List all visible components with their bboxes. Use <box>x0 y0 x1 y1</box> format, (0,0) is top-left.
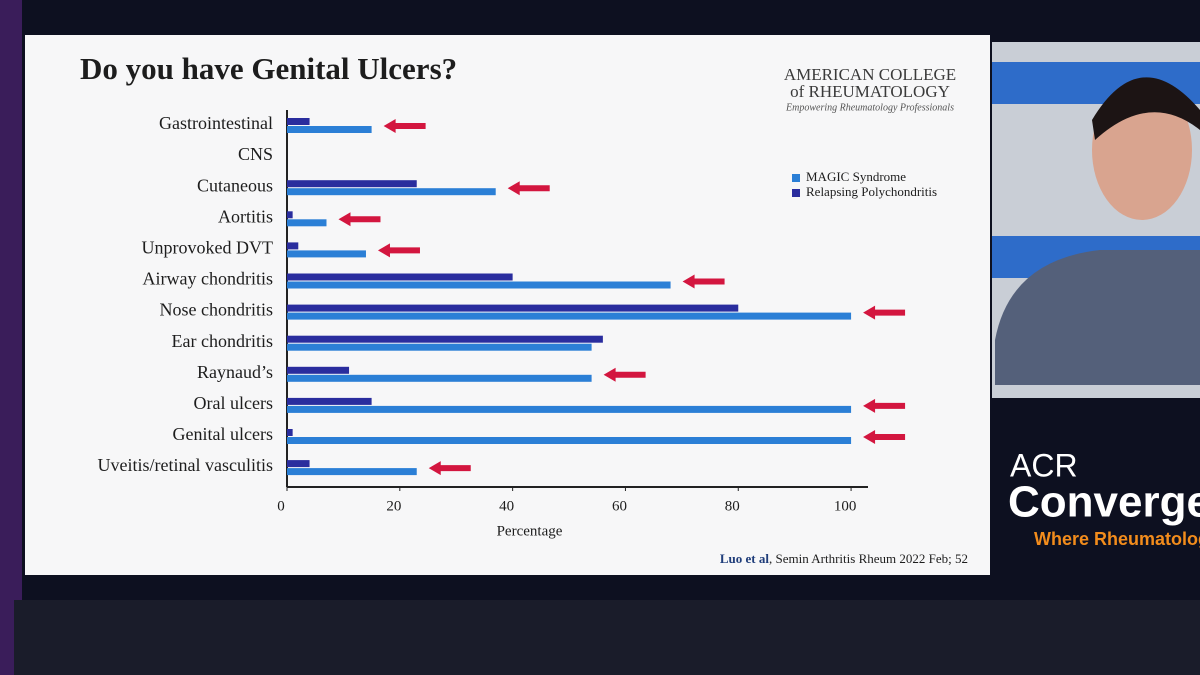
bar <box>287 118 310 125</box>
legend-label: Relapsing Polychondritis <box>806 184 937 199</box>
bar <box>287 250 366 258</box>
highlight-arrow <box>682 274 725 289</box>
y-tick-label: Nose chondritis <box>160 300 273 320</box>
event-logo-name: Convergen <box>1008 478 1200 527</box>
bar <box>287 343 592 351</box>
logo-tagline: Empowering Rheumatology Professionals <box>785 102 954 113</box>
x-axis-label: Percentage <box>497 523 563 539</box>
bar <box>287 180 417 188</box>
event-logo-acr: ACR <box>1010 447 1078 483</box>
legend-label: MAGIC Syndrome <box>806 169 906 184</box>
y-tick-label: Cutaneous <box>197 175 273 195</box>
logo-line: AMERICAN COLLEGE <box>784 65 956 84</box>
screen-frame <box>14 600 1200 675</box>
citation-source: , Semin Arthritis Rheum 2022 Feb; 52 <box>769 551 968 566</box>
y-tick-label: Gastrointestinal <box>159 113 273 133</box>
citation-authors: Luo et al <box>720 551 770 566</box>
y-tick-label: Raynaud’s <box>197 362 273 382</box>
event-logo-tagline: Where Rheumatology <box>1034 529 1200 549</box>
stage-lights <box>0 0 22 675</box>
bar <box>287 273 513 281</box>
highlight-arrow <box>507 181 550 196</box>
bar <box>287 468 417 476</box>
x-tick-label: 60 <box>612 498 627 514</box>
y-tick-label: Genital ulcers <box>173 424 273 444</box>
bar <box>287 405 852 413</box>
bar <box>287 304 739 312</box>
highlight-arrow <box>863 430 906 444</box>
bar <box>287 242 299 250</box>
bar <box>287 366 350 374</box>
x-tick-label: 20 <box>386 498 401 514</box>
highlight-arrow <box>377 243 420 258</box>
chart-title: Do you have Genital Ulcers? <box>80 51 457 86</box>
highlight-arrow <box>428 461 471 476</box>
y-tick-label: Airway chondritis <box>143 269 273 289</box>
bar <box>287 374 592 382</box>
x-tick-label: 80 <box>725 498 740 514</box>
bar <box>287 312 852 320</box>
logo-line: of RHEUMATOLOGY <box>790 82 950 101</box>
highlight-arrow <box>863 398 906 413</box>
bar <box>287 188 496 196</box>
x-tick-label: 0 <box>277 498 285 514</box>
y-tick-label: CNS <box>238 144 273 164</box>
y-tick-label: Ear chondritis <box>172 331 273 351</box>
bar <box>287 397 372 405</box>
bar <box>287 460 310 468</box>
bar <box>287 335 603 343</box>
highlight-arrow <box>603 367 646 382</box>
speaker-hair <box>1092 77 1200 140</box>
bar <box>287 219 327 227</box>
legend-swatch <box>792 189 800 197</box>
x-tick-label: 100 <box>834 498 857 514</box>
legend-swatch <box>792 174 800 182</box>
bar <box>287 126 372 133</box>
bar <box>287 211 293 219</box>
y-tick-label: Oral ulcers <box>194 393 273 413</box>
highlight-arrow <box>383 119 426 133</box>
speaker-jacket <box>995 250 1200 385</box>
y-tick-label: Uveitis/retinal vasculitis <box>98 455 273 475</box>
y-tick-label: Unprovoked DVT <box>142 238 273 258</box>
citation: Luo et al, Semin Arthritis Rheum 2022 Fe… <box>720 551 968 566</box>
x-tick-label: 40 <box>499 498 514 514</box>
highlight-arrow <box>863 305 906 320</box>
bar <box>287 281 671 289</box>
highlight-arrow <box>338 212 381 227</box>
bar <box>287 437 852 444</box>
y-tick-label: Aortitis <box>218 206 273 226</box>
bar <box>287 429 293 436</box>
